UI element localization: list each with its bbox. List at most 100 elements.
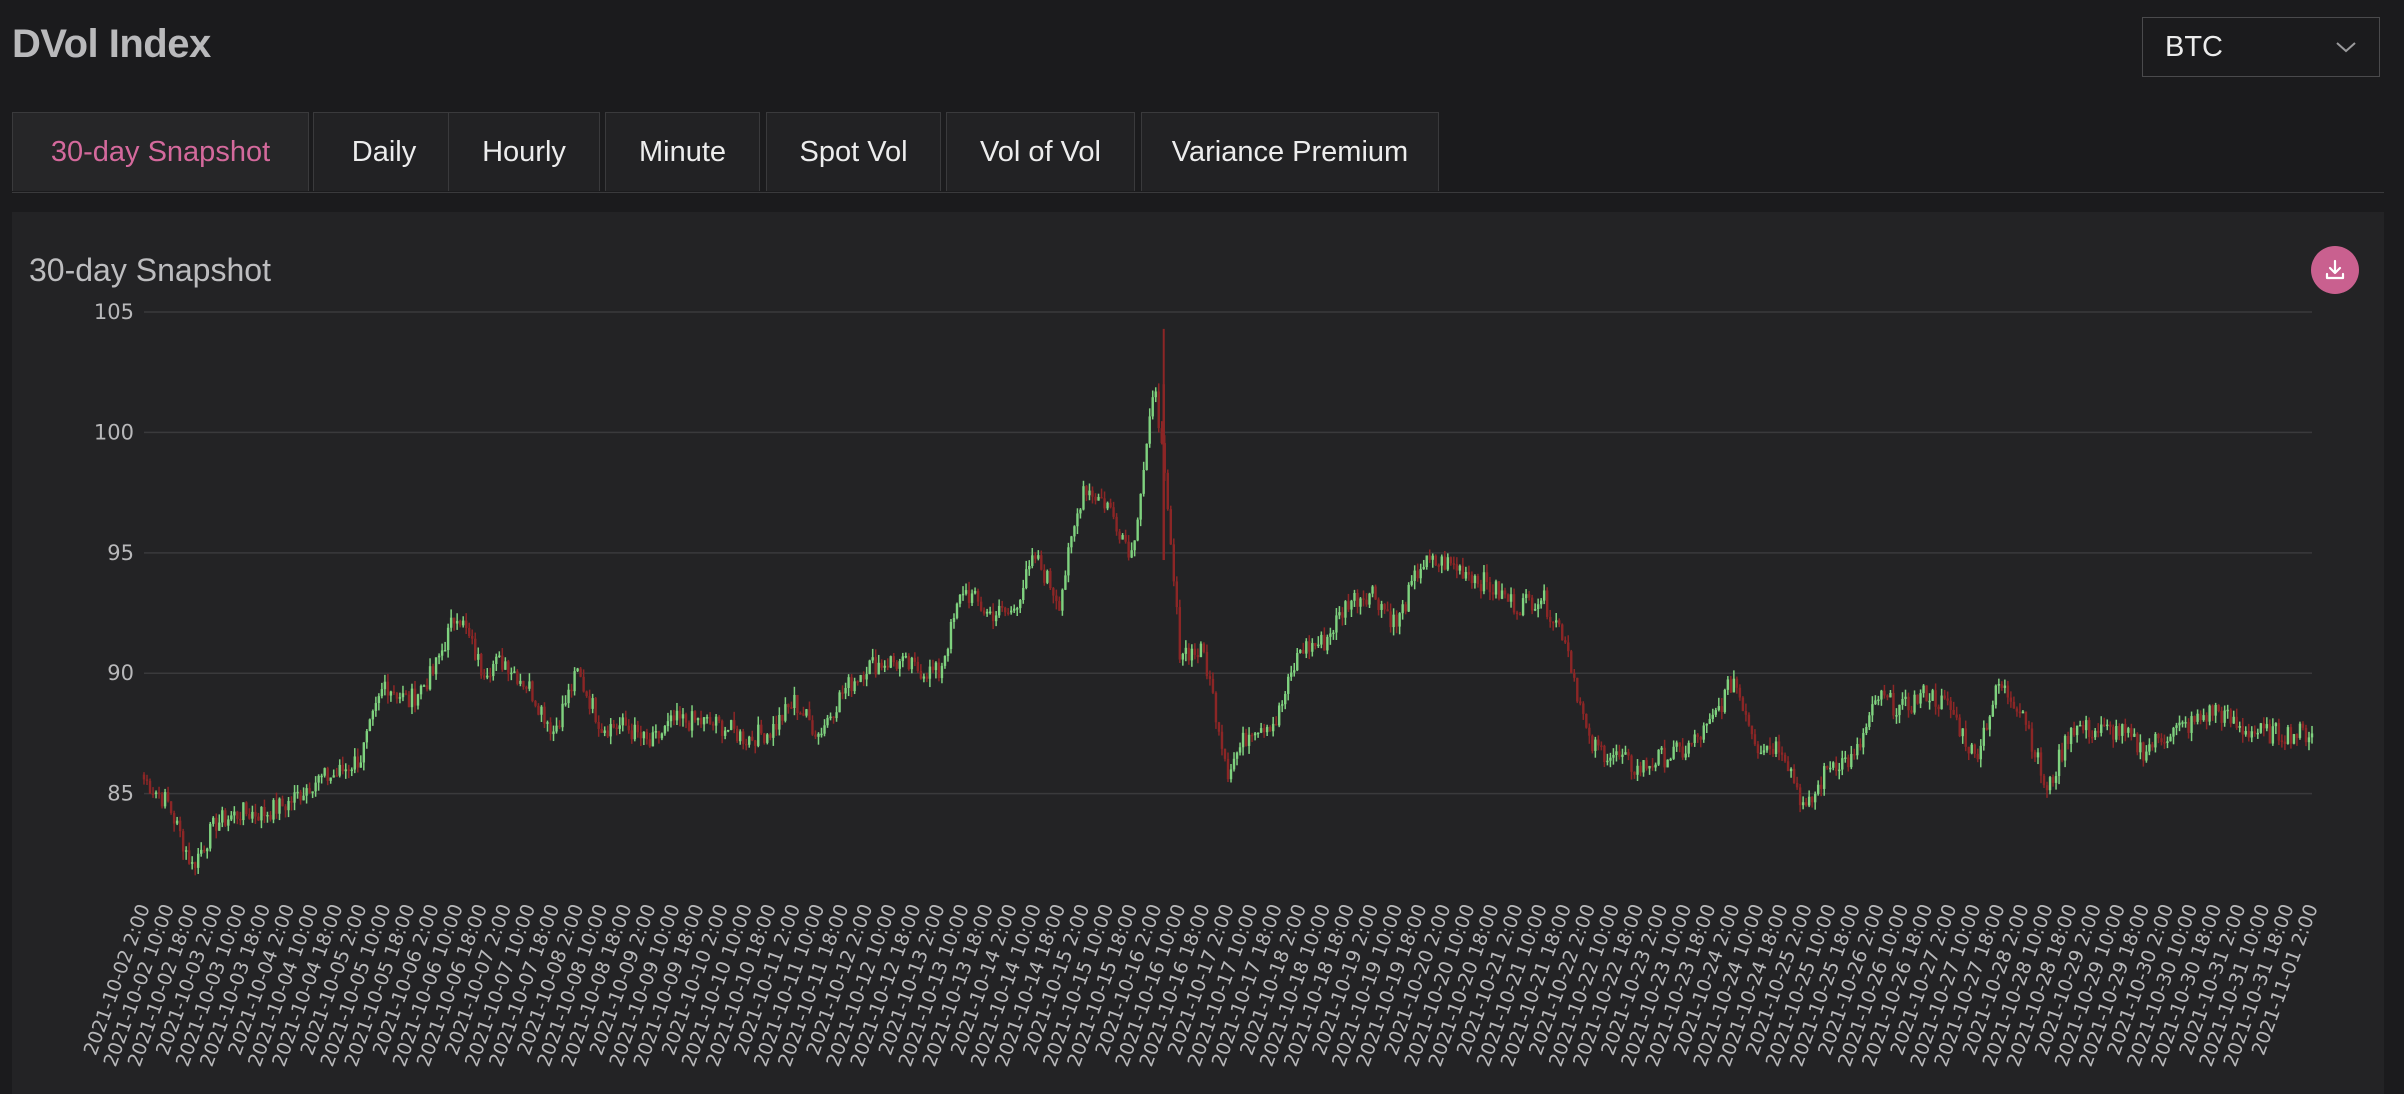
candle-body bbox=[720, 720, 724, 736]
candle-body bbox=[1025, 569, 1028, 588]
candle-body bbox=[793, 694, 796, 709]
candle-body bbox=[1687, 742, 1690, 754]
candle-body bbox=[184, 850, 188, 852]
candle-body bbox=[2100, 724, 2103, 733]
candle-body bbox=[1094, 496, 1097, 501]
candle-body bbox=[1982, 727, 1985, 746]
tab-daily[interactable]: Daily bbox=[313, 112, 455, 191]
candle-body bbox=[877, 662, 880, 675]
candle-body bbox=[1892, 692, 1895, 716]
candle-body bbox=[1401, 604, 1404, 614]
candle-body bbox=[1928, 700, 1931, 703]
candle-body bbox=[1428, 555, 1431, 560]
candle-body bbox=[1199, 643, 1203, 658]
candle-body bbox=[2115, 725, 2118, 740]
candle-body bbox=[2084, 720, 2088, 731]
candle-body bbox=[808, 709, 811, 721]
candle-body bbox=[2250, 731, 2253, 738]
candle-body bbox=[2145, 751, 2148, 761]
candle-body bbox=[1443, 556, 1447, 570]
candle-body bbox=[937, 662, 941, 679]
tab-30-day-snapshot[interactable]: 30-day Snapshot bbox=[12, 112, 309, 191]
candle-body bbox=[1988, 716, 1992, 730]
candle-body bbox=[1934, 690, 1937, 707]
candle-body bbox=[1500, 590, 1504, 599]
candle-body bbox=[1741, 697, 1745, 711]
candle-body bbox=[802, 713, 805, 716]
candle-body bbox=[2048, 777, 2052, 791]
candle-body bbox=[2262, 723, 2266, 729]
candle-body bbox=[931, 666, 935, 671]
candle-body bbox=[1109, 502, 1112, 508]
asset-select[interactable]: BTC bbox=[2142, 17, 2380, 77]
candle-body bbox=[1585, 713, 1588, 728]
candle-body bbox=[1720, 706, 1724, 713]
candle-body bbox=[1807, 796, 1811, 806]
tab-minute[interactable]: Minute bbox=[605, 112, 760, 191]
candle-body bbox=[1277, 705, 1281, 726]
candle-body bbox=[636, 724, 640, 733]
candle-body bbox=[1314, 643, 1317, 647]
candle-body bbox=[501, 655, 504, 670]
candle-body bbox=[1642, 760, 1645, 773]
tab-variance-premium[interactable]: Variance Premium bbox=[1141, 112, 1439, 191]
tab-spot-vol[interactable]: Spot Vol bbox=[766, 112, 941, 191]
candle-body bbox=[1792, 768, 1796, 783]
candle-body bbox=[1985, 727, 1989, 730]
candle-body bbox=[775, 723, 778, 730]
candle-body bbox=[901, 656, 905, 662]
candle-body bbox=[2133, 733, 2136, 737]
candle-body bbox=[579, 668, 582, 677]
tab-vol-of-vol[interactable]: Vol of Vol bbox=[946, 112, 1135, 191]
candle-body bbox=[1178, 607, 1182, 660]
candle-body bbox=[1238, 747, 1242, 753]
candle-body bbox=[2280, 740, 2284, 742]
candle-body bbox=[2036, 752, 2040, 758]
candle-body bbox=[651, 732, 655, 747]
candle-body bbox=[2310, 733, 2314, 738]
candle-body bbox=[1440, 556, 1443, 566]
candle-body bbox=[2229, 709, 2232, 724]
candle-body bbox=[489, 675, 492, 678]
candle-body bbox=[2109, 724, 2112, 727]
candle-body bbox=[206, 848, 209, 852]
candle-body bbox=[1214, 692, 1218, 723]
candle-body bbox=[865, 674, 868, 680]
candle-body bbox=[1735, 678, 1739, 688]
candle-body bbox=[230, 815, 233, 820]
candle-body bbox=[534, 700, 537, 706]
candle-body bbox=[1380, 604, 1383, 610]
candle-body bbox=[1771, 748, 1775, 755]
candle-body bbox=[880, 662, 883, 668]
candle-body bbox=[1871, 704, 1874, 716]
candle-body bbox=[766, 734, 769, 743]
candle-body bbox=[1684, 753, 1687, 758]
candle-body bbox=[1810, 796, 1814, 803]
candle-body bbox=[1819, 784, 1823, 789]
download-icon bbox=[2325, 259, 2345, 280]
candle-body bbox=[1341, 612, 1344, 618]
download-button[interactable] bbox=[2311, 246, 2359, 294]
candle-body bbox=[1383, 604, 1386, 610]
tab-hourly[interactable]: Hourly bbox=[448, 112, 600, 191]
candle-body bbox=[1353, 592, 1356, 601]
candle-body bbox=[1022, 587, 1025, 601]
candle-body bbox=[1729, 679, 1733, 693]
candle-body bbox=[1190, 648, 1194, 661]
candle-body bbox=[353, 756, 356, 770]
candle-body bbox=[2057, 749, 2061, 777]
candle-body bbox=[940, 665, 944, 679]
candle-body bbox=[705, 717, 709, 719]
candle-body bbox=[302, 795, 305, 801]
candle-body bbox=[1220, 731, 1224, 749]
candle-body bbox=[2235, 716, 2238, 728]
candle-body bbox=[690, 711, 694, 731]
page-title: DVol Index bbox=[12, 22, 211, 66]
candle-body bbox=[558, 725, 561, 728]
candle-body bbox=[1091, 490, 1094, 497]
candle-body bbox=[1124, 535, 1127, 542]
candle-body bbox=[669, 715, 673, 722]
candle-body bbox=[1347, 601, 1350, 610]
candle-body bbox=[1058, 601, 1061, 611]
candle-body bbox=[1326, 636, 1329, 651]
